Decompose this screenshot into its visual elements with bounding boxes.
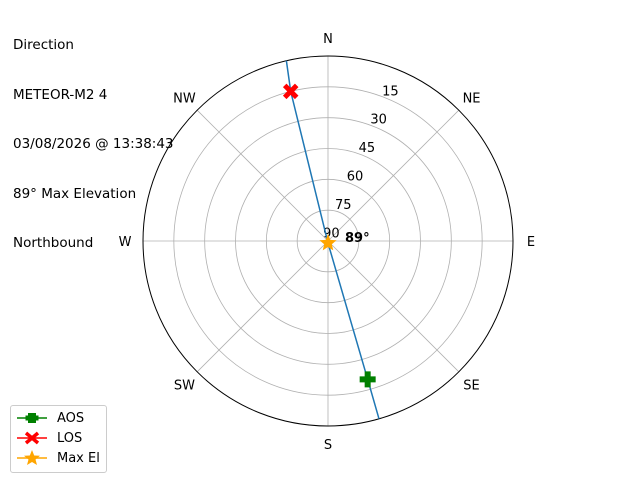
x-marker-icon — [17, 431, 47, 445]
legend-item-aos: AOS — [15, 408, 84, 428]
title-line: Northbound — [13, 235, 94, 251]
legend-label: AOS — [57, 410, 85, 426]
title-line: 89° Max Elevation — [13, 185, 137, 202]
r-tick-label: 60 — [347, 170, 364, 185]
grid-spoke — [327, 240, 460, 373]
legend-label: Max El — [57, 450, 100, 466]
direction-label: SE — [463, 379, 479, 394]
direction-label: SW — [174, 379, 195, 394]
max-el-marker — [319, 234, 337, 251]
star-marker-icon — [17, 450, 47, 465]
direction-label: NW — [173, 91, 196, 106]
legend: AOS LOS Max El — [10, 405, 107, 473]
r-tick-label: 45 — [359, 141, 376, 156]
chart-title: Direction METEOR-M2 4 03/08/2026 @ 13:38… — [13, 4, 174, 268]
direction-label: S — [324, 438, 332, 453]
direction-label: W — [119, 235, 132, 250]
plus-marker-icon — [17, 413, 47, 423]
legend-label: LOS — [57, 430, 83, 446]
aos-marker — [359, 371, 376, 388]
r-tick-label: 75 — [335, 198, 352, 213]
title-line: METEOR-M2 4 — [13, 86, 108, 103]
direction-label: NE — [463, 91, 481, 106]
grid-spoke — [196, 240, 329, 373]
legend-item-los: LOS — [15, 428, 82, 448]
title-line: Direction — [13, 37, 74, 53]
direction-label: N — [323, 32, 333, 47]
title-line: 03/08/2026 @ 13:38:43 — [13, 136, 174, 152]
r-tick-label: 15 — [382, 84, 399, 99]
r-tick-label: 30 — [370, 113, 387, 128]
grid-spoke — [327, 109, 460, 242]
direction-label: E — [527, 235, 535, 250]
legend-item-maxel: Max El — [15, 448, 100, 468]
los-marker — [282, 83, 299, 100]
max-elevation-annotation: 89° — [345, 231, 370, 246]
grid-spoke — [196, 109, 329, 242]
polar-frame — [142, 55, 514, 427]
